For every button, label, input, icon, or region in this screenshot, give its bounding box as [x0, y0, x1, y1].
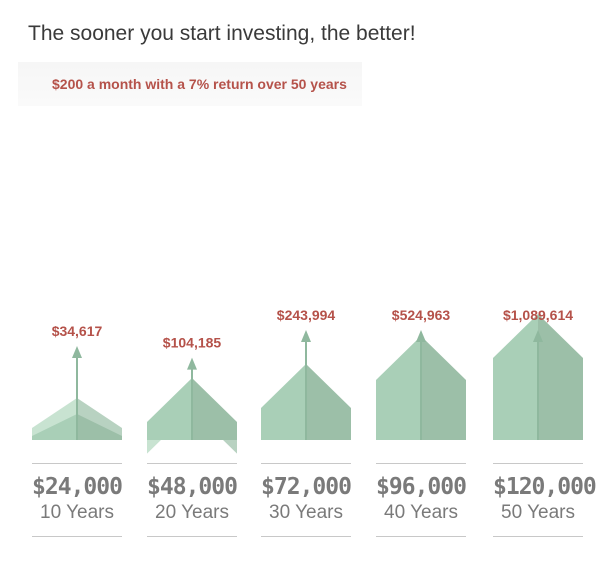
axis-rule-top — [32, 463, 122, 464]
value-label: $524,963 — [392, 307, 451, 323]
bar-inner-right — [77, 414, 122, 440]
axis-tick: $48,000 20 Years — [147, 474, 238, 524]
value-label: $34,617 — [52, 323, 103, 339]
axis-rule-top — [376, 463, 466, 464]
growth-arrow-head — [72, 346, 82, 358]
bar-inner-left — [493, 314, 538, 440]
axis-rule-bottom — [32, 536, 122, 537]
contribution-label: $48,000 — [147, 474, 238, 500]
growth-arrow-head — [187, 357, 197, 370]
axis-rule-bottom — [493, 536, 583, 537]
axis-rule-top — [147, 463, 237, 464]
axis-rule-bottom — [261, 536, 351, 537]
contribution-label: $96,000 — [376, 474, 467, 500]
bar-inner-left — [261, 364, 306, 440]
axis-rule-top — [261, 463, 351, 464]
bar-inner-left — [147, 378, 192, 440]
growth-arrow-head — [533, 330, 543, 342]
growth-arrow-head — [416, 330, 426, 342]
axis-rule-bottom — [376, 536, 466, 537]
contribution-label: $72,000 — [261, 474, 352, 500]
bar-inner-right — [192, 378, 237, 440]
value-label: $104,185 — [163, 335, 222, 351]
axis-tick: $72,000 30 Years — [261, 474, 352, 524]
bar-inner-left — [376, 336, 421, 440]
axis-rule-bottom — [147, 536, 237, 537]
growth-arrow-head — [301, 330, 311, 342]
axis-tick: $24,000 10 Years — [32, 474, 123, 524]
bar-inner-right — [306, 364, 351, 440]
years-label: 10 Years — [40, 502, 114, 523]
chart-subtitle: $200 a month with a 7% return over 50 ye… — [52, 76, 347, 92]
years-label: 20 Years — [155, 502, 229, 523]
years-label: 40 Years — [384, 502, 458, 523]
axis-rule-top — [493, 463, 583, 464]
contribution-label: $120,000 — [493, 474, 597, 500]
value-label: $243,994 — [277, 307, 336, 323]
bar-inner-right — [538, 314, 583, 440]
contribution-label: $24,000 — [32, 474, 123, 500]
value-label: $1,089,614 — [503, 307, 573, 323]
axis-tick: $96,000 40 Years — [376, 474, 467, 524]
subtitle-banner — [18, 62, 362, 106]
bar-inner-right — [421, 336, 466, 440]
axis-tick: $120,000 50 Years — [493, 474, 597, 524]
bar-inner-left — [32, 414, 77, 440]
chart-title: The sooner you start investing, the bett… — [28, 22, 416, 45]
years-label: 50 Years — [501, 502, 575, 523]
years-label: 30 Years — [269, 502, 343, 523]
